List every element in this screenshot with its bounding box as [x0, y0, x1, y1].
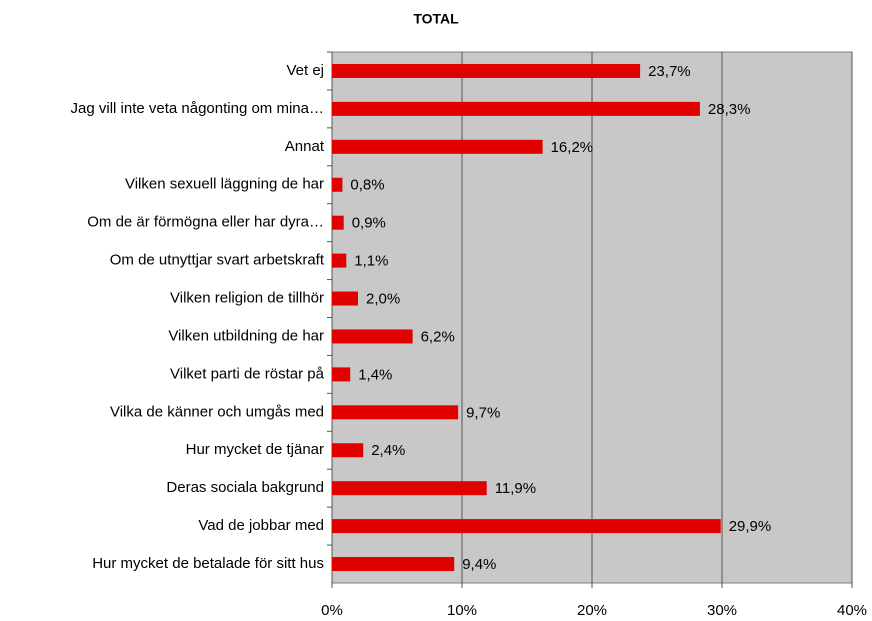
y-tick-label: Om de utnyttjar svart arbetskraft — [110, 252, 325, 269]
value-label: 1,4% — [358, 366, 392, 383]
value-label: 1,1% — [354, 253, 388, 270]
y-tick-label: Vet ej — [286, 62, 324, 79]
value-label: 23,7% — [648, 63, 691, 80]
chart-title: TOTAL — [413, 11, 459, 27]
y-tick-label: Hur mycket de betalade för sitt hus — [92, 555, 324, 572]
value-label: 2,0% — [366, 291, 400, 308]
y-tick-label: Vilken religion de tillhör — [170, 290, 324, 307]
bar — [332, 101, 700, 116]
x-tick-label: 30% — [707, 602, 737, 619]
y-tick-label: Vilken utbildning de har — [168, 327, 324, 344]
x-tick-label: 0% — [321, 602, 343, 619]
bar — [332, 139, 543, 154]
y-tick-label: Vilka de känner och umgås med — [110, 403, 324, 420]
value-label: 2,4% — [371, 442, 405, 459]
bar — [332, 443, 364, 458]
y-tick-label: Om de är förmögna eller har dyra… — [87, 214, 324, 231]
value-label: 6,2% — [421, 328, 455, 345]
y-tick-label: Vilken sexuell läggning de har — [125, 176, 324, 193]
value-label: 16,2% — [551, 139, 594, 156]
bar — [332, 177, 343, 192]
bar — [332, 519, 721, 534]
y-tick-label: Vad de jobbar med — [198, 517, 324, 534]
bar — [332, 557, 455, 572]
y-tick-label: Vilket parti de röstar på — [170, 365, 325, 382]
bar — [332, 253, 347, 268]
x-tick-label: 40% — [837, 602, 867, 619]
bar — [332, 63, 641, 78]
x-tick-label: 10% — [447, 602, 477, 619]
y-tick-label: Jag vill inte veta någonting om mina… — [71, 100, 324, 117]
y-tick-label: Deras sociala bakgrund — [166, 479, 324, 496]
value-label: 9,4% — [462, 556, 496, 573]
bar — [332, 367, 351, 382]
value-label: 29,9% — [729, 518, 772, 535]
value-label: 9,7% — [466, 404, 500, 421]
y-tick-label: Hur mycket de tjänar — [186, 441, 324, 458]
value-label: 11,9% — [495, 480, 536, 497]
bar — [332, 405, 459, 420]
bar — [332, 215, 344, 230]
bar — [332, 481, 487, 496]
bar — [332, 291, 358, 306]
x-tick-label: 20% — [577, 602, 607, 619]
value-label: 0,8% — [350, 177, 384, 194]
value-label: 28,3% — [708, 101, 751, 118]
bar — [332, 329, 413, 344]
y-tick-label: Annat — [285, 138, 325, 155]
value-label: 0,9% — [352, 215, 386, 232]
